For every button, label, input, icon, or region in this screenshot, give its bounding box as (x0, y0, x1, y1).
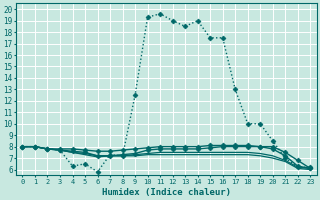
X-axis label: Humidex (Indice chaleur): Humidex (Indice chaleur) (102, 188, 231, 197)
